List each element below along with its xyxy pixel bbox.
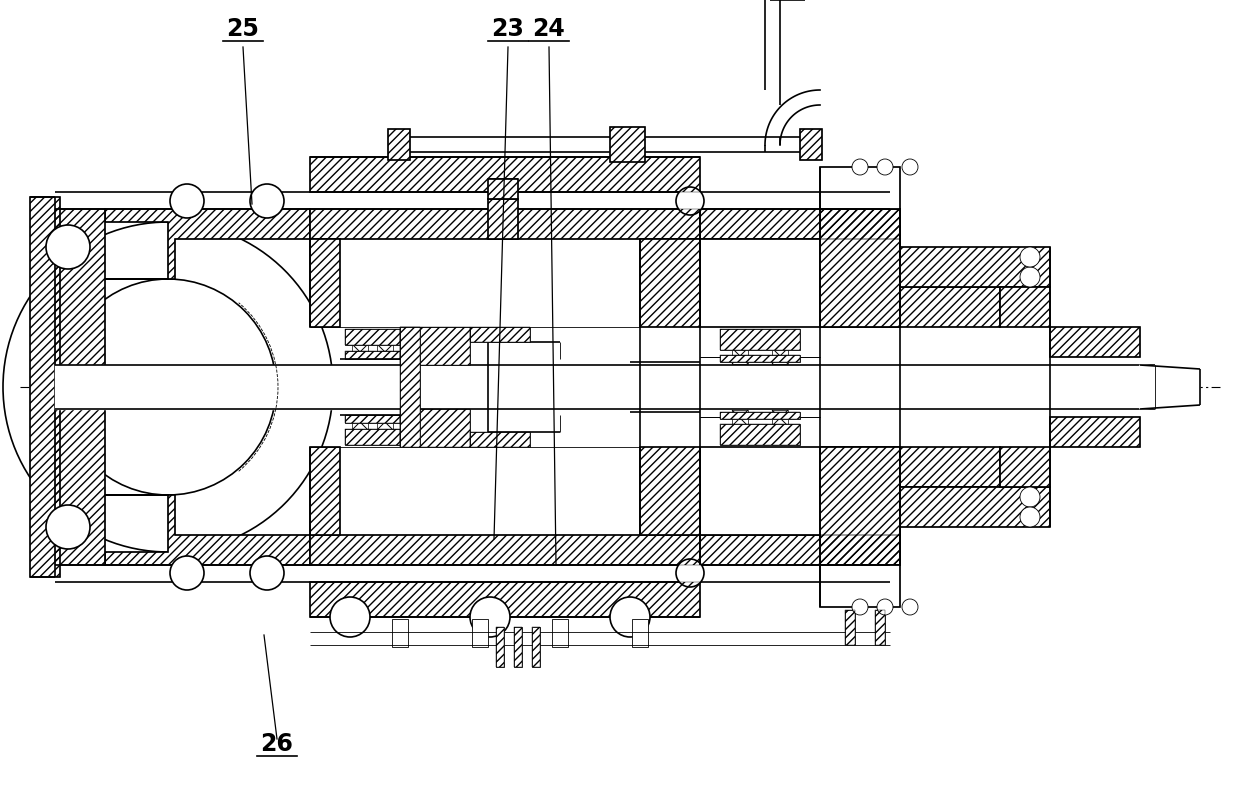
Polygon shape <box>55 210 105 565</box>
Polygon shape <box>345 351 401 359</box>
Circle shape <box>250 184 284 219</box>
Bar <box>515 627 522 667</box>
Bar <box>472 619 489 647</box>
Polygon shape <box>701 240 900 327</box>
Text: 23: 23 <box>491 17 525 41</box>
Circle shape <box>877 160 893 176</box>
Circle shape <box>676 559 704 587</box>
Bar <box>875 610 885 645</box>
Bar <box>844 610 856 645</box>
Circle shape <box>1021 508 1040 528</box>
Polygon shape <box>820 565 900 607</box>
Polygon shape <box>401 327 470 366</box>
Polygon shape <box>1050 418 1140 448</box>
Circle shape <box>1021 248 1040 268</box>
Circle shape <box>330 597 370 638</box>
Polygon shape <box>720 424 800 445</box>
Polygon shape <box>640 240 701 327</box>
Circle shape <box>2 223 334 553</box>
Text: 26: 26 <box>260 731 294 755</box>
Bar <box>532 627 539 667</box>
Bar <box>30 198 60 577</box>
Bar <box>489 180 518 200</box>
Polygon shape <box>470 327 529 342</box>
Bar <box>392 619 408 647</box>
Bar <box>610 128 645 163</box>
Circle shape <box>46 225 91 269</box>
Circle shape <box>1021 488 1040 508</box>
Polygon shape <box>105 210 310 280</box>
Polygon shape <box>105 496 310 565</box>
Polygon shape <box>999 448 1050 488</box>
Polygon shape <box>900 488 1050 528</box>
Polygon shape <box>489 342 560 432</box>
Polygon shape <box>701 210 900 240</box>
Bar <box>800 130 822 160</box>
Bar <box>532 627 539 667</box>
Polygon shape <box>310 210 701 240</box>
Polygon shape <box>401 410 470 448</box>
Bar <box>844 610 856 645</box>
Polygon shape <box>640 448 701 535</box>
Polygon shape <box>1050 327 1140 358</box>
Polygon shape <box>820 448 900 565</box>
Polygon shape <box>999 288 1050 327</box>
Circle shape <box>170 557 205 590</box>
Circle shape <box>60 280 277 496</box>
Bar <box>610 128 645 163</box>
Polygon shape <box>701 535 900 565</box>
Circle shape <box>250 557 284 590</box>
Polygon shape <box>310 158 701 192</box>
Circle shape <box>852 599 868 615</box>
Polygon shape <box>310 240 340 327</box>
Polygon shape <box>340 359 401 415</box>
Polygon shape <box>310 582 701 618</box>
Bar <box>388 130 410 160</box>
Circle shape <box>470 597 510 638</box>
Circle shape <box>46 505 91 549</box>
Circle shape <box>877 599 893 615</box>
Polygon shape <box>820 168 900 210</box>
Circle shape <box>610 597 650 638</box>
Circle shape <box>901 599 918 615</box>
Polygon shape <box>470 432 529 448</box>
Bar <box>552 619 568 647</box>
Polygon shape <box>900 288 999 327</box>
Circle shape <box>676 188 704 216</box>
Bar <box>800 130 822 160</box>
Bar <box>496 627 503 667</box>
Bar <box>30 198 60 577</box>
Polygon shape <box>900 448 999 488</box>
Bar <box>489 200 518 240</box>
Polygon shape <box>900 248 1050 288</box>
Bar <box>388 130 410 160</box>
Polygon shape <box>820 210 900 327</box>
Bar <box>489 180 518 200</box>
Polygon shape <box>720 330 800 350</box>
Text: 25: 25 <box>227 17 259 41</box>
Circle shape <box>901 160 918 176</box>
Polygon shape <box>310 448 340 535</box>
Polygon shape <box>345 429 401 445</box>
Polygon shape <box>310 535 701 565</box>
Bar <box>515 627 522 667</box>
Bar <box>489 200 518 240</box>
Polygon shape <box>345 330 401 346</box>
Polygon shape <box>1140 366 1200 410</box>
Polygon shape <box>345 415 401 423</box>
Circle shape <box>170 184 205 219</box>
Circle shape <box>852 160 868 176</box>
Circle shape <box>1021 268 1040 288</box>
Polygon shape <box>720 355 800 363</box>
Polygon shape <box>401 327 420 448</box>
Bar <box>496 627 503 667</box>
Text: 24: 24 <box>533 17 565 41</box>
Polygon shape <box>55 366 1154 410</box>
Polygon shape <box>720 412 800 419</box>
Polygon shape <box>630 363 701 412</box>
Polygon shape <box>701 448 900 535</box>
Bar <box>875 610 885 645</box>
Bar <box>632 619 649 647</box>
